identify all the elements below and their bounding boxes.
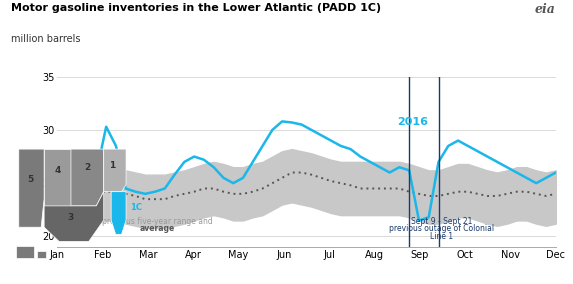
Text: eia: eia bbox=[535, 3, 556, 16]
Bar bbox=[16, 246, 34, 258]
Polygon shape bbox=[44, 192, 104, 241]
Text: previous five-year range and: previous five-year range and bbox=[101, 217, 213, 226]
Text: million barrels: million barrels bbox=[11, 34, 81, 44]
Text: 2016: 2016 bbox=[397, 117, 428, 127]
Text: 3: 3 bbox=[68, 213, 74, 222]
Polygon shape bbox=[111, 192, 126, 234]
Text: 1: 1 bbox=[109, 160, 116, 170]
Bar bbox=[37, 251, 46, 258]
Polygon shape bbox=[104, 149, 126, 192]
Text: 1C: 1C bbox=[131, 203, 143, 212]
Text: 5: 5 bbox=[28, 175, 34, 184]
Text: average: average bbox=[139, 224, 175, 233]
Text: previous outage of Colonial: previous outage of Colonial bbox=[390, 224, 494, 233]
Text: Motor gasoline inventories in the Lower Atlantic (PADD 1C): Motor gasoline inventories in the Lower … bbox=[11, 3, 382, 13]
Text: 4: 4 bbox=[54, 166, 61, 175]
Text: Line 1: Line 1 bbox=[430, 231, 454, 241]
Polygon shape bbox=[44, 149, 71, 206]
Text: 2: 2 bbox=[84, 163, 91, 172]
Text: Sept 9 - Sept 21: Sept 9 - Sept 21 bbox=[411, 217, 473, 226]
Polygon shape bbox=[19, 149, 44, 227]
Polygon shape bbox=[71, 149, 104, 206]
